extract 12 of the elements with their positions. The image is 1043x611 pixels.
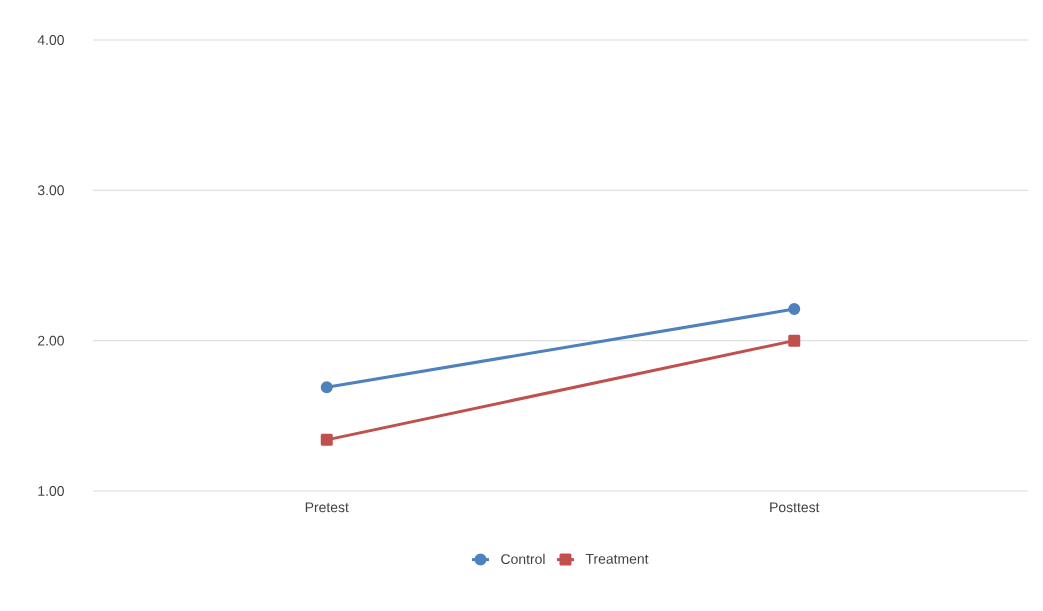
legend-label: Treatment	[585, 554, 649, 564]
legend-label: Control	[501, 553, 545, 565]
x-tick-label: Pretest	[305, 502, 349, 513]
y-tick-label: 3.00	[37, 185, 64, 196]
point	[320, 381, 333, 394]
y-tick-label: 1.00	[38, 486, 64, 496]
y-tick-label: 4.00	[37, 35, 64, 45]
point	[788, 334, 801, 347]
point	[320, 433, 333, 446]
point	[788, 303, 801, 316]
x-tick-label: Posttest	[770, 502, 820, 513]
y-tick-label: 2.00	[38, 335, 64, 346]
